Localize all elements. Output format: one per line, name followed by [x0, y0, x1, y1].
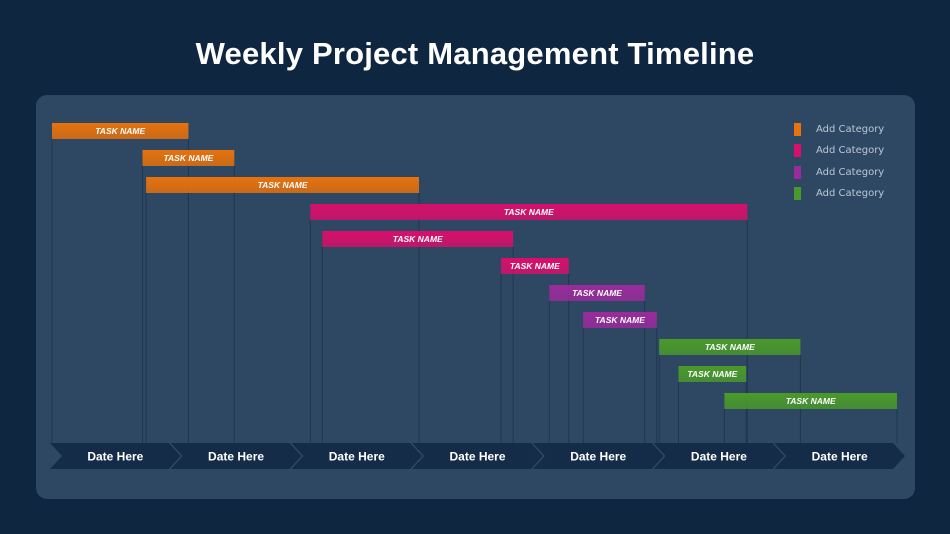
task-label: TASK NAME [258, 180, 308, 190]
legend-item: Add Category [794, 119, 884, 140]
legend: Add Category Add Category Add Category A… [794, 119, 884, 204]
legend-label: Add Category [816, 145, 885, 157]
task-bar [52, 123, 189, 139]
date-chevron [774, 443, 905, 469]
task-label: TASK NAME [595, 315, 645, 325]
date-chevron [50, 443, 181, 469]
task-label: TASK NAME [163, 153, 213, 163]
task-label: TASK NAME [393, 234, 443, 244]
task-bar [724, 393, 897, 409]
legend-label: Add Category [816, 188, 885, 200]
task-bar [146, 177, 419, 193]
task-bar [659, 339, 801, 355]
task-bar [142, 150, 235, 166]
task-label: TASK NAME [510, 261, 560, 271]
date-label: Date Here [691, 450, 747, 464]
legend-swatch-icon [794, 123, 801, 137]
legend-item: Add Category [794, 183, 884, 204]
task-label: TASK NAME [687, 369, 737, 379]
legend-swatch-icon [794, 187, 801, 201]
date-chevron [291, 443, 423, 469]
page-title: Weekly Project Management Timeline [195, 36, 755, 71]
task-label: TASK NAME [95, 126, 145, 136]
task-label: TASK NAME [786, 396, 836, 406]
date-label: Date Here [570, 450, 626, 464]
task-bar [310, 204, 748, 220]
date-label: Date Here [449, 450, 505, 464]
date-chevron [653, 443, 785, 469]
date-label: Date Here [208, 450, 264, 464]
task-bar [322, 231, 514, 247]
task-label: TASK NAME [705, 342, 755, 352]
task-bar [501, 258, 569, 274]
date-label: Date Here [329, 450, 385, 464]
date-chevron [412, 443, 543, 469]
task-label: TASK NAME [504, 207, 554, 217]
date-chevron [170, 443, 302, 469]
legend-label: Add Category [816, 166, 885, 178]
task-bar [549, 285, 645, 301]
legend-label: Add Category [816, 124, 885, 136]
date-label: Date Here [812, 450, 868, 464]
date-label: Date Here [87, 450, 143, 464]
legend-swatch-icon [794, 144, 801, 158]
task-label: TASK NAME [572, 288, 622, 298]
task-bar [678, 366, 747, 382]
legend-swatch-icon [794, 165, 801, 179]
legend-item: Add Category [794, 140, 884, 161]
legend-item: Add Category [794, 162, 884, 183]
task-bar [583, 312, 657, 328]
date-chevron [532, 443, 664, 469]
